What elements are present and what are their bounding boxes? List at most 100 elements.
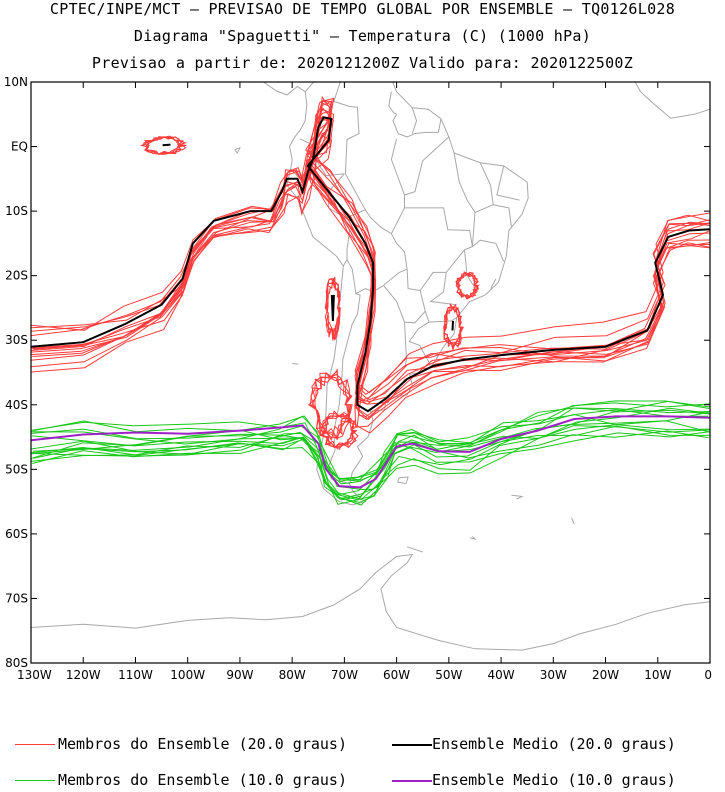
state-border bbox=[493, 204, 512, 228]
lat-label: 10N bbox=[4, 75, 28, 89]
member-20c-contour bbox=[31, 118, 710, 394]
member-20c-loop bbox=[443, 305, 462, 349]
member-10c-contour bbox=[31, 409, 709, 496]
member-20c-loop bbox=[455, 273, 479, 298]
member-20c-loop bbox=[319, 413, 359, 448]
member-10c-contour bbox=[32, 407, 710, 500]
caribbean-island bbox=[363, 28, 367, 30]
africa-coast bbox=[634, 82, 710, 119]
mean-20c-contour bbox=[451, 320, 454, 331]
mean-10c-contour bbox=[31, 415, 710, 489]
mean-20c-contour bbox=[330, 294, 335, 321]
legend-label-black-mean: Ensemble Medio (20.0 graus) bbox=[432, 735, 676, 753]
mean-20c-contour bbox=[31, 116, 710, 413]
island-outline bbox=[234, 146, 241, 154]
country-border bbox=[411, 107, 418, 134]
legend-label-red-members: Membros do Ensemble (20.0 graus) bbox=[58, 735, 347, 753]
member-20c-contour bbox=[32, 116, 710, 405]
state-border bbox=[490, 278, 497, 289]
lon-label: 80W bbox=[279, 668, 306, 682]
state-border bbox=[496, 165, 520, 201]
lat-label: 10S bbox=[5, 204, 28, 218]
member-20c-contour bbox=[31, 110, 710, 428]
lat-label: EQ bbox=[11, 140, 28, 154]
island-outline bbox=[406, 546, 423, 553]
central-america-coast bbox=[262, 82, 306, 96]
lon-label: 50W bbox=[435, 668, 462, 682]
lat-label: 50S bbox=[5, 462, 28, 476]
title-line-3: Previsao a partir de: 2020121200Z Valido… bbox=[91, 54, 634, 72]
country-border bbox=[408, 311, 431, 365]
state-border bbox=[474, 162, 494, 213]
lat-label: 80S bbox=[5, 656, 28, 670]
ensemble-means bbox=[31, 116, 710, 489]
member-20c-contour bbox=[31, 100, 710, 395]
caribbean-island bbox=[329, 19, 353, 31]
member-20c-contour bbox=[31, 102, 710, 419]
state-border bbox=[428, 317, 457, 323]
state-border bbox=[344, 173, 366, 211]
state-border bbox=[464, 249, 479, 293]
member-20c-contour bbox=[31, 108, 710, 434]
member-20c-loop bbox=[310, 371, 352, 441]
country-border bbox=[346, 209, 408, 295]
legend-label-green-members: Membros do Ensemble (10.0 graus) bbox=[58, 771, 347, 789]
state-border bbox=[404, 136, 450, 196]
state-border bbox=[390, 138, 405, 234]
legend-label-purple-mean: Ensemble Medio (10.0 graus) bbox=[432, 771, 676, 789]
legend-line-red-members bbox=[15, 744, 55, 745]
title-line-2: Diagrama "Spaguetti" — Temperatura (C) (… bbox=[133, 27, 592, 45]
lon-label: 110W bbox=[118, 668, 153, 682]
member-10c-contour bbox=[32, 400, 710, 506]
antarctica-coast bbox=[31, 553, 710, 651]
ensemble-members bbox=[31, 95, 710, 506]
lon-label: 20W bbox=[592, 668, 619, 682]
state-border bbox=[404, 207, 473, 247]
island-outline bbox=[397, 476, 409, 485]
lon-label: 0 bbox=[704, 668, 712, 682]
lon-label: 30W bbox=[540, 668, 567, 682]
legend-line-purple-mean bbox=[392, 780, 432, 782]
legend-line-green-members bbox=[15, 780, 55, 781]
member-20c-loop bbox=[324, 276, 341, 338]
mean-20c-contour bbox=[162, 143, 171, 147]
member-10c-contour bbox=[33, 415, 710, 483]
country-border bbox=[392, 114, 442, 138]
member-10c-contour bbox=[32, 402, 710, 501]
title-line-1: CPTEC/INPE/MCT — PREVISAO DE TEMPO GLOBA… bbox=[49, 0, 676, 18]
member-20c-loop bbox=[142, 136, 187, 155]
country-border bbox=[333, 82, 360, 174]
lon-label: 70W bbox=[331, 668, 358, 682]
caribbean-island bbox=[391, 82, 392, 83]
member-20c-loop bbox=[325, 278, 341, 341]
island-outline bbox=[469, 536, 477, 541]
member-20c-contour bbox=[31, 135, 710, 405]
member-20c-loop bbox=[455, 271, 479, 299]
lon-label: 130W bbox=[17, 668, 52, 682]
lat-label: 70S bbox=[5, 591, 28, 605]
member-10c-contour bbox=[31, 425, 710, 481]
lon-label: 90W bbox=[226, 668, 253, 682]
lon-label: 120W bbox=[66, 668, 101, 682]
country-border bbox=[383, 269, 426, 324]
island-outline bbox=[571, 517, 575, 525]
plot-frame bbox=[30, 81, 711, 664]
island-outline bbox=[511, 494, 524, 500]
country-border bbox=[388, 91, 397, 115]
state-border bbox=[472, 239, 505, 262]
member-20c-contour bbox=[32, 118, 710, 403]
lat-label: 40S bbox=[5, 398, 28, 412]
lon-label: 40W bbox=[488, 668, 515, 682]
lon-label: 60W bbox=[383, 668, 410, 682]
country-border bbox=[404, 322, 408, 367]
member-20c-contour bbox=[31, 95, 710, 401]
lat-label: 30S bbox=[5, 333, 28, 347]
legend-line-black-mean bbox=[392, 744, 432, 746]
member-20c-loop bbox=[311, 370, 353, 442]
lat-label: 20S bbox=[5, 269, 28, 283]
member-20c-contour bbox=[31, 107, 710, 418]
lon-label: 100W bbox=[170, 668, 205, 682]
state-border bbox=[429, 272, 457, 306]
